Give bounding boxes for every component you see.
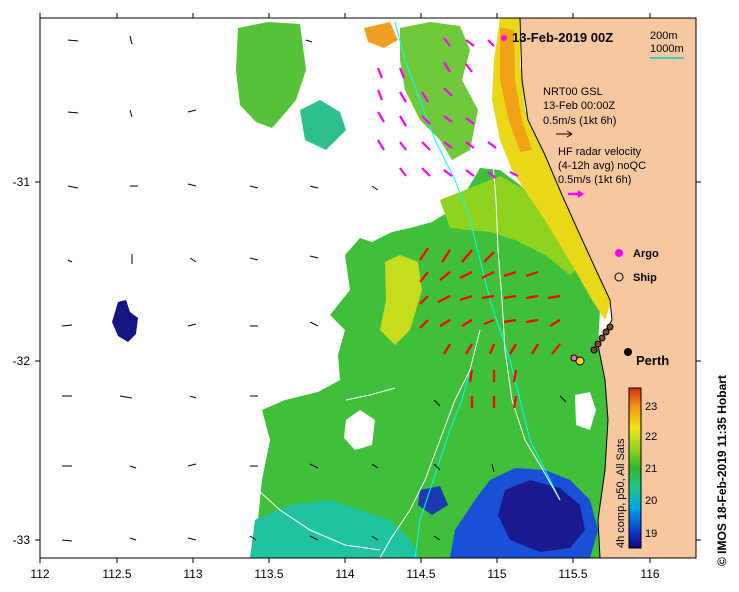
legend-model-name: NRT00 GSL <box>543 86 603 98</box>
ship-track <box>590 323 614 354</box>
buoy-marker-2 <box>570 354 578 362</box>
x-tick-label: 112 <box>30 567 49 581</box>
perth-marker <box>624 348 632 356</box>
colorbar-tick: 22 <box>645 431 657 443</box>
sst-lightgreen-region <box>440 176 582 275</box>
sst-green-region <box>255 168 608 558</box>
legend-radar-scale: 0.5m/s (1kt 6h) <box>558 174 631 186</box>
radar-arrows-south <box>419 247 561 409</box>
legend-argo-label: Argo <box>633 248 659 260</box>
colorbar <box>628 387 642 549</box>
sst-darkblue-south <box>498 480 585 552</box>
legend-model-scale: 0.5m/s (1kt 6h) <box>543 115 616 127</box>
sst-north-blob <box>236 22 306 128</box>
buoy-marker <box>575 356 585 366</box>
y-tick-label: -31 <box>13 175 31 189</box>
map-title: 13-Feb-2019 00Z <box>512 30 613 45</box>
tick-marks <box>35 13 701 563</box>
model-arrows <box>61 35 567 542</box>
city-label-perth: Perth <box>636 353 669 368</box>
colorbar-tick: 20 <box>645 495 657 507</box>
x-tick-label: 113.5 <box>254 567 283 581</box>
plot-frame <box>39 17 697 559</box>
sst-north-mid <box>400 22 478 160</box>
legend-radar-title: HF radar velocity <box>558 146 642 158</box>
legend-model-time: 13-Feb 00:00Z <box>543 100 615 112</box>
x-tick-label: 112.5 <box>102 567 131 581</box>
cloud-hole-1 <box>344 410 375 450</box>
legend-argo-symbol <box>615 249 623 257</box>
legend-radar-arrowhead <box>578 190 584 198</box>
legend-model-arrowhead <box>566 130 573 138</box>
sst-orange-patch <box>364 22 398 48</box>
colorbar-tick: 19 <box>645 528 657 540</box>
cloud-hole-2 <box>575 392 596 430</box>
sst-yellow-patch <box>380 255 422 345</box>
x-tick-label: 116 <box>640 567 659 581</box>
colorbar-tick: 23 <box>645 401 657 413</box>
x-tick-label: 115.5 <box>558 567 587 581</box>
sst-isolated-blue <box>112 300 138 342</box>
x-tick-label: 114 <box>335 567 354 581</box>
title-marker <box>501 35 507 41</box>
colorbar-tick: 21 <box>645 463 657 475</box>
colorbar-caption: 4h comp, p50, All Sats <box>615 438 627 548</box>
contour-200m <box>394 21 561 558</box>
legend-200m-label: 200m <box>650 30 678 42</box>
legend-ship-symbol <box>614 272 624 282</box>
sst-field <box>61 18 696 558</box>
x-tick-label: 115 <box>487 567 506 581</box>
radar-arrows-north <box>376 37 519 179</box>
y-tick-label: -33 <box>13 533 31 547</box>
y-tick-label: -32 <box>13 354 31 368</box>
sst-blue-patch-west <box>418 486 448 515</box>
sst-orange-strip <box>500 28 532 152</box>
x-tick-label: 113 <box>183 567 202 581</box>
imos-credit: © IMOS 18-Feb-2019 11:35 Hobart <box>715 375 729 566</box>
contour-1000m <box>257 18 561 558</box>
legend-ship-label: Ship <box>633 272 657 284</box>
legend-radar-sub: (4-12h avg) noQC <box>558 160 646 172</box>
sst-teal-southwest <box>250 500 420 558</box>
sst-teal-northoffshore <box>300 100 346 150</box>
legend-1000m-label: 1000m <box>650 43 684 55</box>
x-tick-label: 114.5 <box>406 567 435 581</box>
